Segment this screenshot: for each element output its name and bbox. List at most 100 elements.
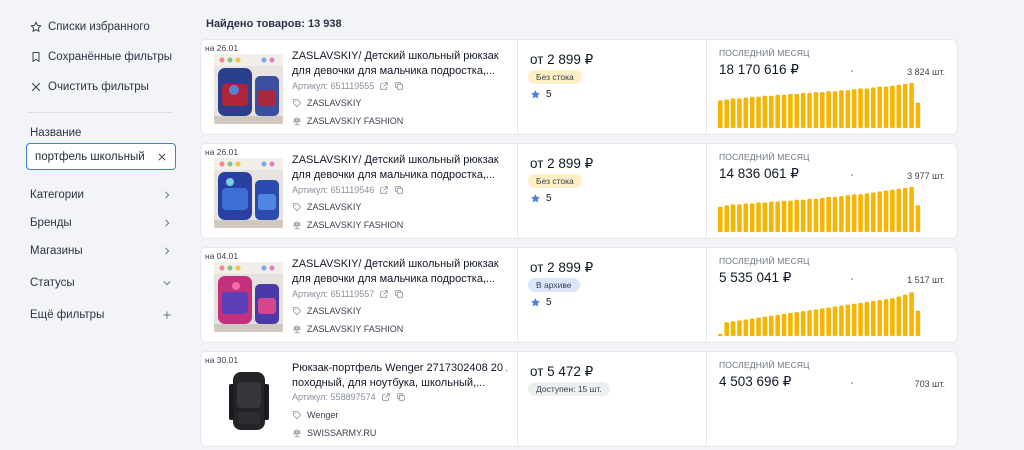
sales-bar[interactable]	[730, 321, 736, 336]
sales-bar[interactable]	[775, 314, 780, 336]
product-shop-link[interactable]: ZASLAVSKIY FASHION	[292, 114, 403, 128]
sales-bar[interactable]	[794, 199, 800, 232]
sales-bar[interactable]	[756, 96, 761, 128]
sales-bar[interactable]	[769, 315, 774, 336]
sales-bar[interactable]	[718, 333, 723, 336]
sales-bar[interactable]	[871, 87, 876, 128]
sales-bar[interactable]	[807, 310, 812, 336]
sales-bar[interactable]	[864, 301, 870, 336]
sales-bar[interactable]	[877, 86, 882, 128]
sales-bar[interactable]	[762, 202, 768, 232]
sales-bar[interactable]	[724, 99, 729, 128]
sales-bar[interactable]	[909, 82, 914, 128]
sales-bar[interactable]	[902, 294, 908, 336]
filter-brands[interactable]: Бренды	[30, 214, 172, 232]
sales-bar-chart[interactable]	[718, 288, 922, 336]
sales-bar[interactable]	[826, 197, 831, 232]
sales-bar[interactable]	[909, 186, 914, 232]
sales-bar[interactable]	[781, 200, 787, 232]
product-title-link[interactable]: Рюкзак-портфель Wenger 2717302408 20 л п…	[292, 361, 507, 391]
sales-bar[interactable]	[839, 90, 844, 128]
product-image[interactable]	[214, 54, 283, 124]
sales-bar[interactable]	[743, 203, 749, 232]
sales-bar[interactable]	[813, 309, 819, 336]
sales-bar[interactable]	[883, 190, 889, 232]
sales-bar[interactable]	[890, 189, 895, 232]
sales-bar[interactable]	[845, 304, 851, 336]
product-card[interactable]: на 26.01 ZASLAVSKIY/ Детский школьный рю…	[200, 39, 958, 135]
sales-bar[interactable]	[788, 313, 793, 336]
sales-bar-chart[interactable]	[718, 80, 922, 128]
sales-bar[interactable]	[800, 199, 806, 232]
sales-bar[interactable]	[858, 88, 863, 128]
sales-bar[interactable]	[915, 102, 921, 128]
sales-bar[interactable]	[813, 198, 819, 232]
sales-bar[interactable]	[718, 206, 723, 232]
product-image[interactable]	[214, 262, 283, 332]
sales-bar[interactable]	[788, 200, 793, 232]
sales-bar[interactable]	[749, 96, 755, 128]
sales-bar[interactable]	[839, 196, 844, 232]
product-brand-link[interactable]: Wenger	[292, 408, 338, 422]
sales-bar[interactable]	[737, 320, 742, 336]
product-shop-link[interactable]: SWISSARMY.RU	[292, 426, 376, 440]
sales-bar[interactable]	[864, 88, 870, 128]
sales-bar[interactable]	[858, 302, 863, 336]
name-search-field[interactable]	[26, 143, 176, 170]
product-title-link[interactable]: ZASLAVSKIY/ Детский школьный рюкзак для …	[292, 49, 507, 79]
product-shop-link[interactable]: ZASLAVSKIY FASHION	[292, 322, 403, 336]
sales-bar[interactable]	[826, 307, 831, 336]
sales-bar[interactable]	[915, 310, 921, 336]
sales-bar[interactable]	[851, 194, 857, 232]
sales-bar[interactable]	[794, 93, 800, 128]
sales-bar[interactable]	[902, 83, 908, 128]
sales-bar[interactable]	[883, 86, 889, 128]
clear-search-icon[interactable]	[157, 152, 167, 162]
sales-bar[interactable]	[781, 94, 787, 128]
sales-bar[interactable]	[807, 93, 812, 128]
sales-bar[interactable]	[743, 97, 749, 128]
sales-bar[interactable]	[820, 197, 825, 232]
sales-bar[interactable]	[832, 197, 838, 232]
filter-categories[interactable]: Категории	[30, 186, 172, 204]
sales-bar[interactable]	[826, 91, 831, 128]
copy-icon[interactable]	[394, 289, 404, 299]
sales-bar[interactable]	[807, 198, 812, 232]
sales-bar[interactable]	[749, 318, 755, 336]
product-brand-link[interactable]: ZASLAVSKIY	[292, 96, 361, 110]
external-link-icon[interactable]	[379, 289, 389, 299]
filter-more[interactable]: Ещё фильтры	[30, 306, 172, 324]
external-link-icon[interactable]	[381, 392, 391, 402]
sales-bar[interactable]	[851, 89, 857, 128]
sales-bar[interactable]	[839, 305, 844, 336]
sales-bar[interactable]	[877, 300, 882, 336]
name-search-input[interactable]	[35, 150, 157, 163]
sales-bar[interactable]	[718, 100, 723, 128]
sales-bar[interactable]	[775, 94, 780, 128]
sales-bar[interactable]	[902, 187, 908, 232]
product-card[interactable]: на 04.01 ZASLAVSKIY/ Детский школьный рю…	[200, 247, 958, 343]
sales-bar[interactable]	[864, 193, 870, 232]
filter-statuses[interactable]: Статусы	[30, 274, 172, 292]
sales-bar[interactable]	[896, 188, 902, 232]
sales-bar[interactable]	[845, 195, 851, 232]
copy-icon[interactable]	[396, 392, 406, 402]
external-link-icon[interactable]	[379, 185, 389, 195]
sales-bar[interactable]	[896, 296, 902, 336]
sales-bar[interactable]	[800, 311, 806, 336]
favorites-lists-link[interactable]: Списки избранного	[30, 17, 150, 37]
copy-icon[interactable]	[394, 185, 404, 195]
sales-bar[interactable]	[871, 192, 876, 232]
sales-bar[interactable]	[737, 98, 742, 128]
filter-shops[interactable]: Магазины	[30, 242, 172, 260]
sales-bar[interactable]	[890, 298, 895, 336]
external-link-icon[interactable]	[379, 81, 389, 91]
sales-bar[interactable]	[737, 204, 742, 232]
sales-bar[interactable]	[832, 91, 838, 128]
product-title-link[interactable]: ZASLAVSKIY/ Детский школьный рюкзак для …	[292, 257, 507, 287]
sales-bar[interactable]	[756, 317, 761, 336]
sales-bar[interactable]	[749, 203, 755, 232]
sales-bar[interactable]	[724, 205, 729, 232]
product-card[interactable]: на 26.01 ZASLAVSKIY/ Детский школьный рю…	[200, 143, 958, 239]
sales-bar[interactable]	[851, 303, 857, 336]
